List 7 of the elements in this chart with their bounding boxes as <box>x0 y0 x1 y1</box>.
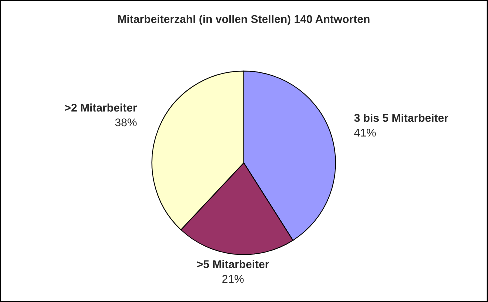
data-label: 41% <box>354 128 376 137</box>
chart-title: Mitarbeiterzahl (in vollen Stellen) 140 Antworten <box>118 15 370 26</box>
slice-label: >5 Mitarbeiter <box>197 260 270 268</box>
data-label: 21% <box>222 275 244 284</box>
slice-label: 3 bis 5 Mitarbeiter <box>354 114 449 122</box>
slice-label: >2 Mitarbeiter <box>65 104 138 112</box>
data-label: 38% <box>115 118 137 127</box>
